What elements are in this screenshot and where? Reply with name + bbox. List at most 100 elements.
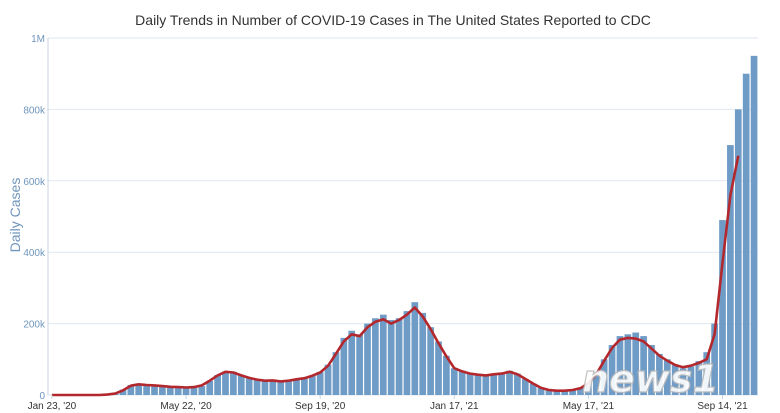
x-tick-label: Sep 14, '21	[697, 401, 748, 412]
bar	[166, 386, 174, 395]
x-tick-label: May 17, '21	[563, 401, 615, 412]
y-tick-label: 600k	[23, 177, 46, 188]
bar	[624, 334, 632, 395]
bar	[348, 330, 356, 395]
bar	[695, 361, 703, 395]
bar	[261, 380, 269, 395]
bar	[237, 375, 245, 395]
bar	[727, 145, 734, 395]
bar	[616, 336, 624, 395]
y-tick-label: 0	[39, 391, 45, 402]
bar	[482, 375, 490, 395]
bar	[182, 387, 190, 395]
news1-watermark-logo: news1	[581, 356, 719, 401]
bar	[379, 314, 387, 395]
bar	[230, 371, 237, 395]
y-tick-label: 800k	[23, 105, 46, 116]
bar	[640, 336, 647, 395]
x-tick-label: Sep 19, '20	[295, 401, 346, 412]
x-tick-label: Jan 17, '21	[430, 401, 479, 412]
bar	[750, 55, 758, 395]
bar	[671, 364, 679, 395]
bar	[632, 332, 640, 395]
bar	[245, 377, 253, 395]
bar	[277, 381, 285, 395]
bar	[608, 345, 616, 395]
bar	[734, 109, 742, 396]
bar	[474, 374, 482, 395]
bar	[561, 390, 569, 395]
bar	[506, 370, 513, 395]
bar	[143, 385, 150, 395]
y-tick-label: 200k	[23, 320, 46, 331]
bar	[427, 327, 434, 395]
bar	[222, 371, 229, 395]
bar	[600, 359, 608, 395]
bar	[198, 386, 206, 395]
bar	[190, 387, 198, 395]
bar	[332, 352, 340, 395]
bar	[742, 73, 750, 395]
x-tick-label: Jan 23, '20	[28, 401, 77, 412]
bar	[585, 382, 592, 395]
bar	[498, 372, 505, 395]
bar	[450, 368, 458, 395]
bar	[174, 387, 182, 395]
bar	[356, 334, 363, 395]
bar	[364, 323, 371, 395]
y-tick-label: 1M	[31, 34, 45, 45]
bar	[719, 220, 726, 395]
bar	[411, 302, 419, 395]
bar	[269, 380, 277, 395]
bar-series	[103, 55, 758, 396]
bar	[206, 380, 214, 395]
bar	[514, 373, 521, 395]
grid-lines	[47, 37, 758, 396]
bar	[663, 359, 671, 395]
bar	[387, 320, 395, 395]
bar	[119, 389, 127, 395]
chart-title: Daily Trends in Number of COVID-19 Cases…	[135, 12, 651, 28]
bar	[159, 386, 166, 395]
bar	[490, 373, 498, 395]
y-tick-label: 400k	[23, 248, 46, 259]
bar	[537, 387, 545, 395]
bar	[127, 385, 135, 395]
bar	[529, 383, 537, 395]
y-axis-ticks: 0 200k 400k 600k 800k 1M	[23, 34, 46, 402]
bar	[135, 383, 143, 395]
bar	[316, 371, 324, 395]
bar	[403, 311, 411, 395]
bar	[293, 378, 300, 395]
watermark-text: news1	[582, 357, 719, 401]
bar	[679, 368, 687, 395]
bar	[553, 390, 561, 395]
x-axis-ticks: Jan 23, '20 May 22, '20 Sep 19, '20 Jan 17,…	[28, 395, 748, 412]
bar	[577, 387, 584, 395]
bar	[545, 390, 553, 395]
y-axis-label: Daily Cases	[7, 178, 23, 253]
bar	[656, 353, 663, 395]
bar	[324, 364, 332, 395]
bar	[395, 318, 403, 395]
bar	[592, 373, 600, 395]
bar	[372, 318, 379, 395]
bar	[285, 380, 292, 395]
x-tick-label: May 22, '20	[160, 401, 212, 412]
bar	[340, 337, 348, 395]
bar	[435, 341, 442, 395]
bar	[687, 366, 695, 395]
bar	[466, 372, 474, 395]
bar	[443, 355, 450, 395]
bar	[419, 312, 427, 395]
bar	[214, 375, 221, 395]
moving-average-line	[51, 155, 740, 397]
bar	[711, 323, 718, 395]
bar	[458, 370, 466, 395]
bar	[521, 378, 529, 395]
bar	[569, 390, 576, 395]
bar	[648, 345, 655, 395]
bar	[301, 377, 308, 395]
bar	[151, 385, 158, 395]
